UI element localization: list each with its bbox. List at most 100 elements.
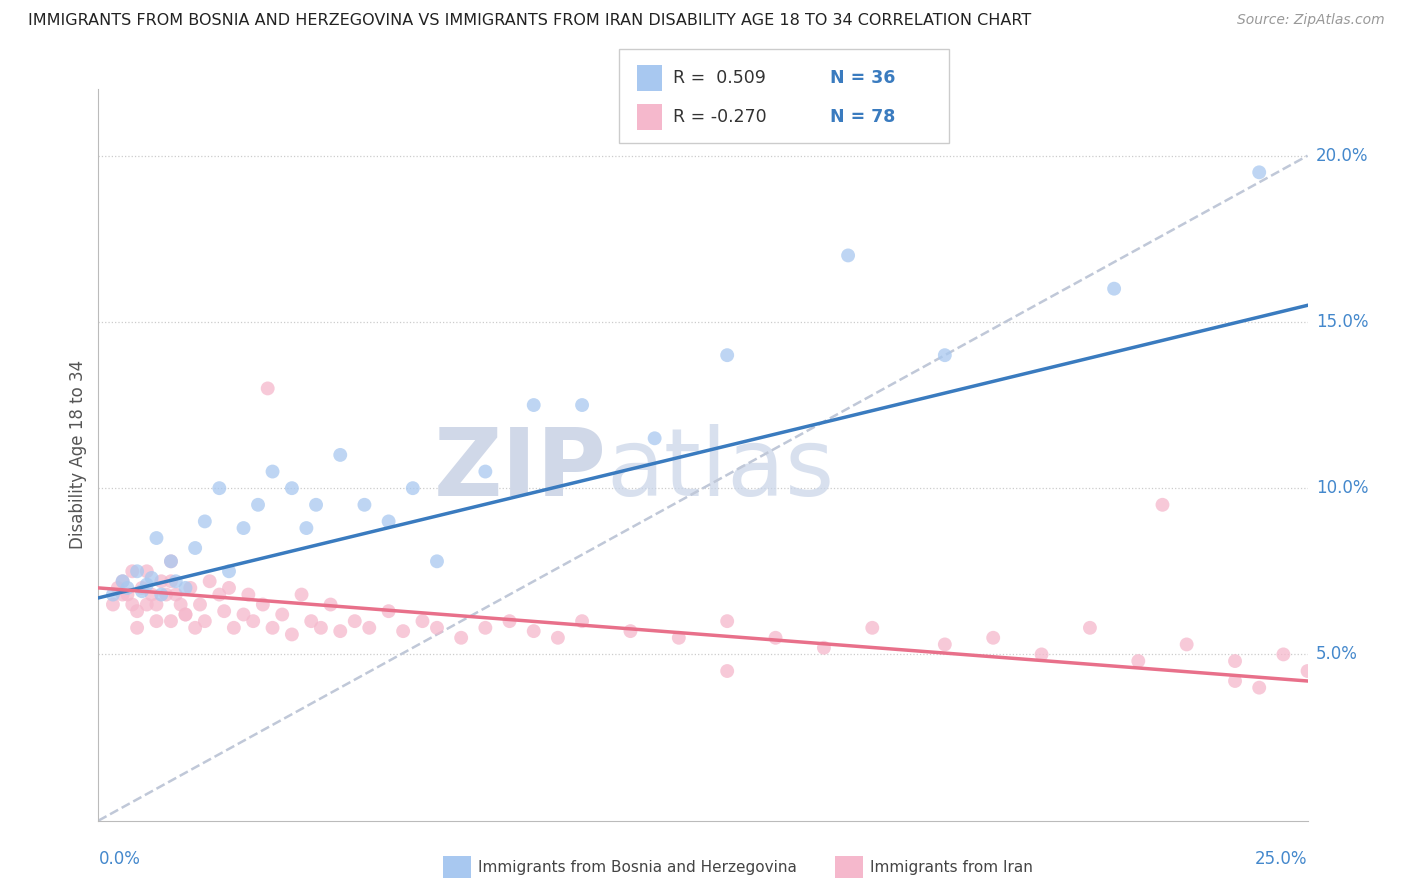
Point	[309, 621, 332, 635]
Point	[174, 607, 197, 622]
Text: N = 36: N = 36	[830, 69, 894, 87]
Point	[194, 614, 217, 628]
Text: 10.0%: 10.0%	[1316, 479, 1368, 497]
Point	[184, 621, 207, 635]
Point	[212, 604, 235, 618]
Point	[934, 637, 956, 651]
Point	[411, 614, 433, 628]
Point	[299, 614, 322, 628]
Point	[127, 604, 149, 618]
Point	[1320, 664, 1343, 678]
Text: R = -0.270: R = -0.270	[673, 108, 768, 126]
Point	[111, 588, 134, 602]
Point	[619, 624, 641, 639]
Point	[117, 588, 139, 602]
Point	[1249, 165, 1271, 179]
Point	[474, 465, 496, 479]
Point	[1128, 654, 1150, 668]
Point	[218, 581, 240, 595]
Point	[135, 577, 157, 591]
Point	[1031, 648, 1053, 662]
Point	[107, 581, 129, 595]
Text: 25.0%: 25.0%	[1256, 850, 1308, 868]
Point	[716, 348, 738, 362]
Y-axis label: Disability Age 18 to 34: Disability Age 18 to 34	[69, 360, 87, 549]
Point	[165, 574, 187, 589]
Point	[644, 431, 666, 445]
Point	[169, 598, 191, 612]
Point	[523, 398, 546, 412]
Text: 15.0%: 15.0%	[1316, 313, 1368, 331]
Point	[247, 498, 270, 512]
Point	[174, 607, 197, 622]
Text: IMMIGRANTS FROM BOSNIA AND HERZEGOVINA VS IMMIGRANTS FROM IRAN DISABILITY AGE 18: IMMIGRANTS FROM BOSNIA AND HERZEGOVINA V…	[28, 13, 1032, 29]
Point	[765, 631, 787, 645]
Point	[179, 581, 201, 595]
Point	[1223, 654, 1246, 668]
Point	[359, 621, 381, 635]
Point	[111, 574, 134, 589]
Point	[1296, 664, 1319, 678]
Point	[184, 541, 207, 555]
Text: Immigrants from Iran: Immigrants from Iran	[870, 860, 1033, 874]
Point	[1249, 681, 1271, 695]
Point	[242, 614, 264, 628]
Point	[716, 614, 738, 628]
Point	[1223, 673, 1246, 688]
Point	[208, 588, 231, 602]
Point	[141, 588, 163, 602]
Point	[281, 481, 304, 495]
Point	[377, 604, 399, 618]
Point	[716, 664, 738, 678]
Point	[498, 614, 520, 628]
Text: Immigrants from Bosnia and Herzegovina: Immigrants from Bosnia and Herzegovina	[478, 860, 797, 874]
Point	[343, 614, 366, 628]
Point	[160, 554, 183, 568]
Point	[165, 588, 187, 602]
Point	[290, 588, 312, 602]
Point	[668, 631, 690, 645]
Point	[571, 614, 593, 628]
Point	[271, 607, 294, 622]
Point	[121, 598, 143, 612]
Point	[262, 465, 284, 479]
Point	[127, 564, 149, 578]
Point	[426, 554, 449, 568]
Text: R =  0.509: R = 0.509	[673, 69, 766, 87]
Text: 5.0%: 5.0%	[1316, 646, 1358, 664]
Point	[188, 598, 211, 612]
Point	[426, 621, 449, 635]
Point	[295, 521, 318, 535]
Text: N = 78: N = 78	[830, 108, 894, 126]
Point	[474, 621, 496, 635]
Point	[150, 574, 173, 589]
Point	[392, 624, 415, 639]
Point	[121, 564, 143, 578]
Point	[232, 521, 254, 535]
Point	[305, 498, 328, 512]
Point	[329, 624, 352, 639]
Point	[523, 624, 546, 639]
Point	[232, 607, 254, 622]
Point	[329, 448, 352, 462]
Point	[141, 571, 163, 585]
Point	[1102, 282, 1125, 296]
Point	[101, 588, 124, 602]
Text: atlas: atlas	[606, 424, 835, 516]
Point	[160, 574, 183, 589]
Point	[174, 581, 197, 595]
Point	[198, 574, 221, 589]
Point	[450, 631, 472, 645]
Point	[117, 581, 139, 595]
Point	[252, 598, 274, 612]
Point	[1078, 621, 1101, 635]
Point	[194, 515, 217, 529]
Point	[1272, 648, 1295, 662]
Text: ZIP: ZIP	[433, 424, 606, 516]
Point	[813, 640, 835, 655]
Point	[837, 248, 859, 262]
Point	[571, 398, 593, 412]
Point	[208, 481, 231, 495]
Point	[1152, 498, 1174, 512]
Point	[111, 574, 134, 589]
